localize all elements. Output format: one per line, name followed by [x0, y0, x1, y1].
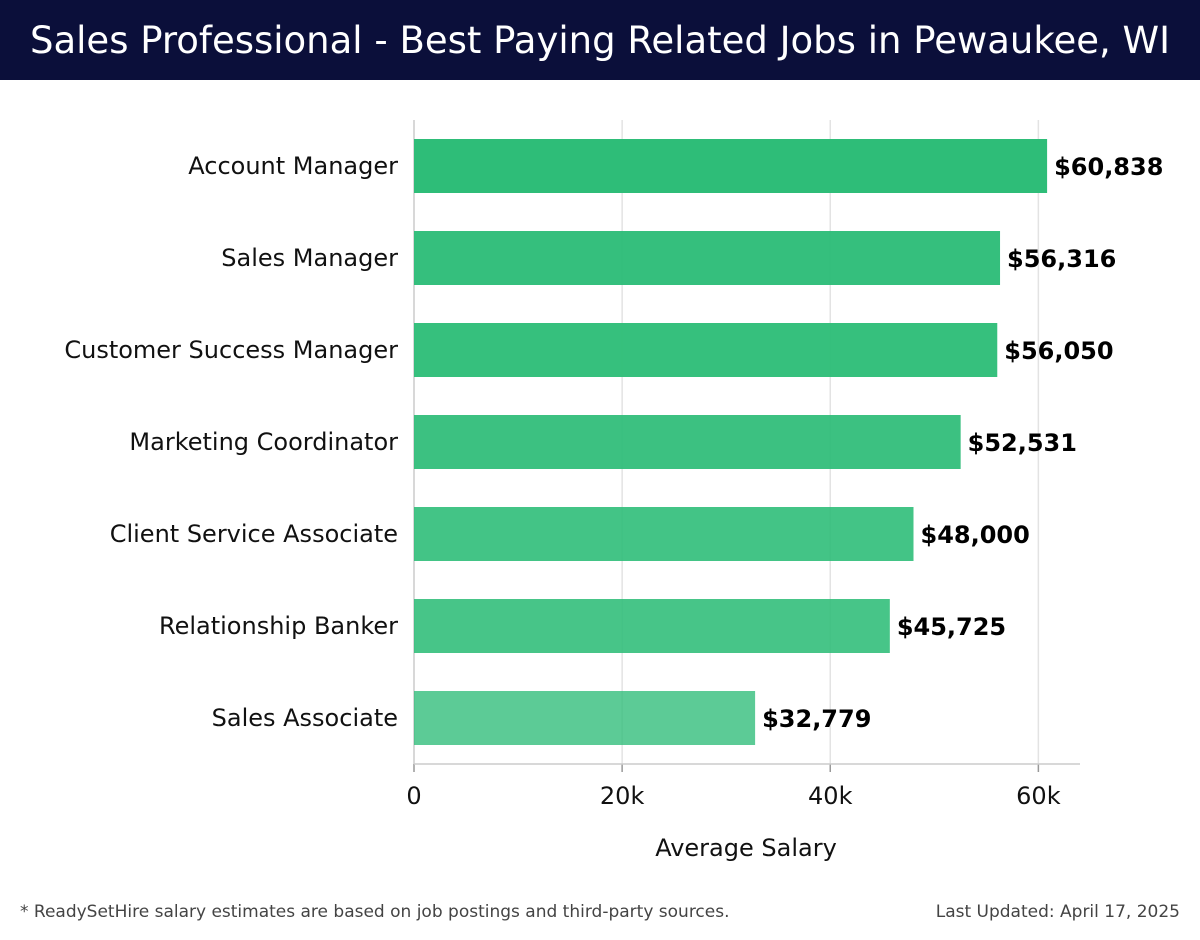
category-label: Account Manager [188, 152, 398, 180]
bar [414, 415, 961, 469]
bars [414, 139, 1048, 745]
last-updated: Last Updated: April 17, 2025 [935, 902, 1180, 922]
category-label: Client Service Associate [110, 520, 398, 548]
value-label: $32,779 [762, 705, 871, 733]
header-bar: Sales Professional - Best Paying Related… [0, 0, 1200, 80]
category-labels: Account Manager Sales Manager Customer Suc… [64, 152, 398, 732]
x-tick-label: 60k [1016, 782, 1061, 810]
value-label: $48,000 [921, 521, 1030, 549]
x-tick-label: 0 [406, 782, 421, 810]
bar [414, 323, 998, 377]
category-label: Sales Manager [221, 244, 398, 272]
category-label: Customer Success Manager [64, 336, 398, 364]
value-label: $52,531 [968, 429, 1077, 457]
value-label: $56,050 [1004, 337, 1113, 365]
x-axis-title: Average Salary [655, 834, 837, 862]
x-tick-label: 40k [808, 782, 853, 810]
bar [414, 599, 890, 653]
page-title: Sales Professional - Best Paying Related… [29, 18, 1170, 62]
footnote: * ReadySetHire salary estimates are base… [20, 902, 730, 922]
value-label: $60,838 [1054, 153, 1163, 181]
bar [414, 691, 756, 745]
bar [414, 231, 1001, 285]
category-label: Sales Associate [212, 704, 398, 732]
category-label: Relationship Banker [159, 612, 398, 640]
value-label: $45,725 [897, 613, 1006, 641]
category-label: Marketing Coordinator [129, 428, 398, 456]
x-tick-label: 20k [600, 782, 645, 810]
bar [414, 139, 1048, 193]
x-axis: 0 20k 40k 60k [406, 763, 1080, 810]
value-label: $56,316 [1007, 245, 1116, 273]
value-labels: $60,838 $56,316 $56,050 $52,531 $48,000 $45,7… [762, 153, 1163, 733]
bar-chart: Account Manager Sales Manager Customer Suc… [64, 120, 1163, 862]
bar [414, 507, 914, 561]
